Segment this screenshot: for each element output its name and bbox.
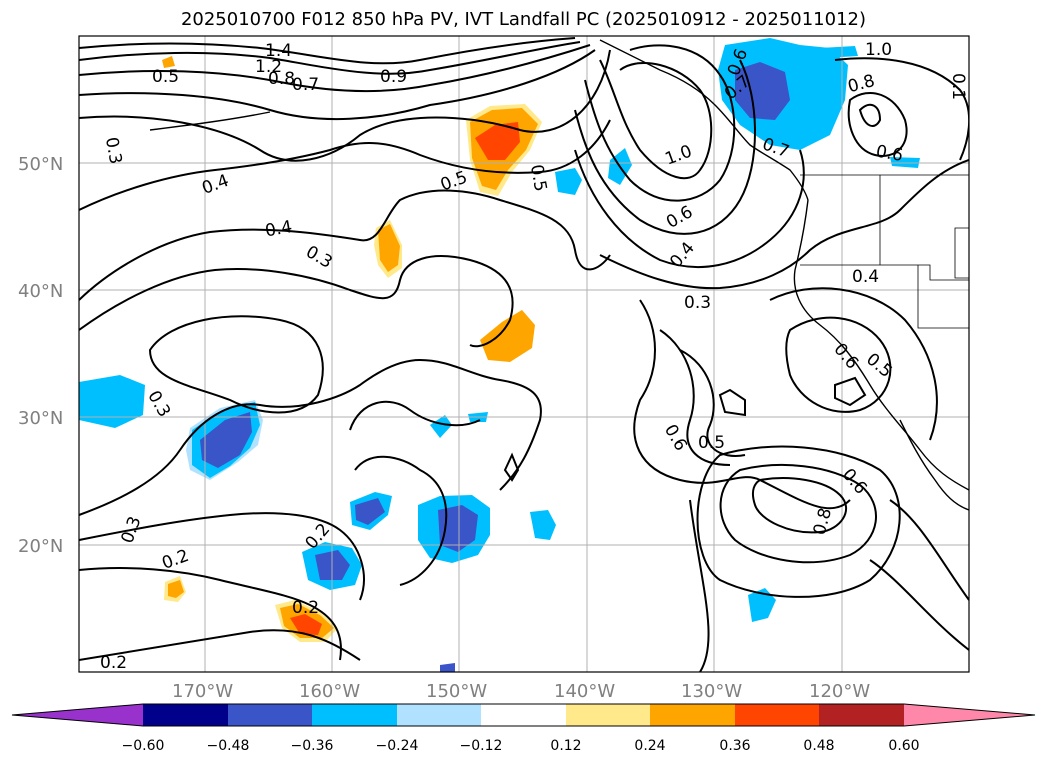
latitude-labels: 50°N 40°N 30°N 20°N [18,154,63,557]
colorbar-extend-left [12,704,143,726]
colorbar-segment [397,704,481,726]
lat-label-50n: 50°N [18,154,63,175]
colorbar-segment [312,704,397,726]
contour-label: 0.3 [684,293,711,313]
colorbar-tick-label: 0.12 [550,738,581,754]
coastlines [149,39,969,511]
colorbar-tick-label: 0.48 [803,738,834,754]
lon-label-140w: 140°W [554,681,615,702]
map-frame [78,35,970,673]
contour-label: 1.0 [865,40,892,60]
contour-label: 0.5 [526,163,550,193]
colorbar-extend-right [904,704,1035,726]
lon-label-150w: 150°W [426,681,487,702]
lon-label-170w: 170°W [172,681,233,702]
contour-label: 0.2 [100,653,127,673]
contour-label: 1.2 [255,57,282,77]
colorbar-segment [481,704,566,726]
colorbar-segment [228,704,312,726]
lat-label-20n: 20°N [18,536,63,557]
colorbar-segment [735,704,819,726]
colorbar-tick-label: −0.60 [122,738,165,754]
longitude-labels: 170°W 160°W 150°W 140°W 130°W 120°W [172,681,870,702]
contour-label: 0.7 [292,75,319,95]
lon-label-120w: 120°W [809,681,870,702]
contour-label: 0.8 [268,69,295,89]
contour-label: 1.4 [265,41,292,61]
colorbar-tick-label: −0.36 [291,738,334,754]
contour-label: 0.3 [101,136,125,166]
contour-label: 0.4 [264,217,294,241]
colorbar-segment [650,704,735,726]
lat-label-30n: 30°N [18,408,63,429]
contour-label: 0.9 [380,67,407,87]
lat-label-40n: 40°N [18,281,63,302]
colorbar-tick-label: −0.48 [207,738,250,754]
colorbar-tick-label: −0.24 [376,738,419,754]
pv-contours [79,37,969,672]
lon-label-160w: 160°W [299,681,360,702]
contour-label: 0.5 [698,433,725,453]
colorbar-segment [143,704,228,726]
contour-label: 0.6 [874,142,904,166]
colorbar-segment [819,704,904,726]
colorbar-tick-label: −0.12 [460,738,503,754]
gridlines [79,36,969,672]
contour-label: 0.2 [292,598,319,618]
contour-label: 0.1 [948,73,968,100]
lon-label-130w: 130°W [681,681,742,702]
colorbar-tick-label: 0.36 [719,738,750,754]
contour-label: 0.4 [852,267,879,287]
colorbar-segment [566,704,650,726]
colorbar: −0.60 −0.48 −0.36 −0.24 −0.12 0.12 0.24 … [11,703,1036,754]
contour-label: 0.5 [152,67,179,87]
positive-shading [162,56,542,642]
colorbar-tick-label: 0.60 [888,738,919,754]
colorbar-tick-label: 0.24 [634,738,665,754]
map-title: 2025010700 F012 850 hPa PV, IVT Landfall… [180,9,867,30]
